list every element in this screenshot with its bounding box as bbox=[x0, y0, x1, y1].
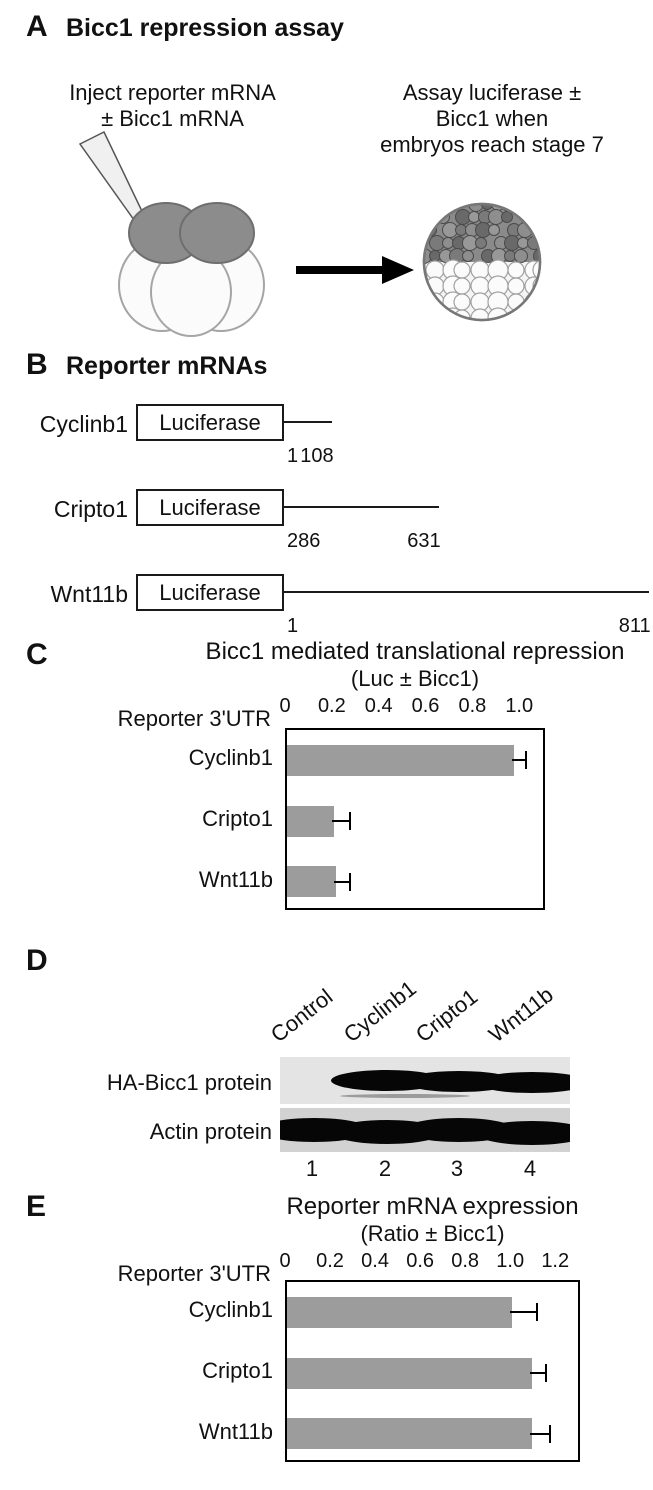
bar-wnt11b bbox=[287, 1418, 533, 1450]
error-bar-cap bbox=[349, 812, 352, 830]
x-axis-tick-label: 0.8 bbox=[458, 695, 487, 717]
utr-line bbox=[284, 421, 332, 423]
category-label-cripto1: Cripto1 bbox=[202, 1358, 273, 1383]
x-axis-tick-label: 0.6 bbox=[406, 1250, 435, 1272]
bar-cyclinb1 bbox=[287, 744, 515, 776]
x-axis-tick-label: 1.2 bbox=[541, 1250, 570, 1272]
lane-label-cyclinb1: Cyclinb1 bbox=[338, 975, 421, 1048]
chart-title: Bicc1 mediated translational repression bbox=[205, 638, 625, 665]
actin-blot-label: Actin protein bbox=[149, 1119, 272, 1144]
bar-wnt11b bbox=[287, 866, 337, 898]
x-axis-tick-label: 0.2 bbox=[317, 695, 346, 717]
category-label-wnt11b: Wnt11b bbox=[198, 1418, 273, 1444]
error-bar-cap bbox=[544, 1364, 547, 1382]
protein-band bbox=[476, 1072, 570, 1093]
utr-line bbox=[284, 591, 649, 593]
chart-subtitle: (Luc ± Bicc1) bbox=[350, 666, 480, 691]
error-bar-line bbox=[512, 759, 526, 762]
panel-b-label: B bbox=[26, 348, 48, 381]
category-label-wnt11b: Wnt11b bbox=[198, 866, 273, 892]
lane-number: 1 bbox=[305, 1156, 319, 1181]
lane-number: 2 bbox=[378, 1156, 392, 1181]
lane-label-wnt11b: Wnt11b bbox=[483, 981, 558, 1048]
chart-title: Reporter mRNA expression bbox=[286, 1193, 579, 1220]
construct-name: Wnt11b bbox=[50, 581, 128, 607]
luciferase-box: Luciferase bbox=[136, 489, 284, 526]
error-bar-line bbox=[331, 820, 351, 822]
construct-row-cripto1: Cripto1 Luciferase 286 631 bbox=[0, 489, 653, 569]
error-bar-cap bbox=[549, 1424, 552, 1443]
assay-caption-line2: Bicc1 when bbox=[435, 106, 549, 131]
x-axis-tick-label: 0.6 bbox=[411, 695, 440, 717]
x-axis-tick-label: 0 bbox=[279, 695, 291, 717]
error-bar-line bbox=[530, 1372, 546, 1374]
category-label-cyclinb1: Cyclinb1 bbox=[188, 1297, 273, 1323]
lane-label-cripto1: Cripto1 bbox=[410, 983, 483, 1048]
category-label-cyclinb1: Cyclinb1 bbox=[188, 745, 273, 771]
inject-caption-line2: ± Bicc1 mRNA bbox=[101, 106, 244, 131]
assay-caption-line1: Assay luciferase ± bbox=[402, 80, 582, 105]
bar-cripto1 bbox=[287, 805, 334, 837]
error-bar-cap bbox=[524, 751, 527, 770]
construct-row-wnt11b: Wnt11b Luciferase 1 811 bbox=[0, 574, 653, 654]
panel-b-title: Reporter mRNAs bbox=[66, 352, 268, 380]
construct-name: Cyclinb1 bbox=[39, 411, 128, 437]
utr-line bbox=[284, 506, 439, 508]
panel-e-label: E bbox=[26, 1190, 47, 1223]
ha-bicc1-blot bbox=[280, 1057, 570, 1104]
band-smudge bbox=[340, 1094, 470, 1098]
x-axis-tick-label: 0 bbox=[279, 1250, 291, 1272]
error-bar-cap bbox=[349, 872, 352, 891]
arrow-icon bbox=[296, 256, 414, 284]
construct-row-cyclinb1: Cyclinb1 Luciferase 1 108 bbox=[0, 404, 653, 484]
category-label-cripto1: Cripto1 bbox=[202, 806, 273, 831]
axis-label-reporter-3utr: Reporter 3'UTR bbox=[117, 1261, 271, 1286]
utr-start-number: 286 bbox=[287, 530, 321, 552]
error-bar-line bbox=[334, 880, 351, 883]
utr-end-number: 631 bbox=[407, 530, 441, 552]
luciferase-box: Luciferase bbox=[136, 574, 284, 611]
error-bar-line bbox=[530, 1432, 551, 1435]
error-bar-line bbox=[510, 1311, 537, 1314]
utr-start-number: 1 bbox=[287, 445, 299, 467]
four-cell-embryo-icon bbox=[118, 202, 265, 337]
x-axis-tick-label: 0.8 bbox=[451, 1250, 480, 1272]
chart-mrna-expression: Reporter mRNA expression (Ratio ± Bicc1) 0… bbox=[0, 1190, 653, 1490]
panel-c-label: C bbox=[26, 638, 48, 671]
bar-cripto1 bbox=[287, 1357, 533, 1389]
panel-a-title: Bicc1 repression assay bbox=[66, 14, 344, 42]
inject-caption: Inject reporter mRNA ± Bicc1 mRNA bbox=[55, 80, 290, 132]
utr-end-number: 811 bbox=[618, 615, 651, 637]
protein-band bbox=[476, 1121, 570, 1145]
x-axis-tick-label: 0.4 bbox=[361, 1250, 389, 1272]
x-axis-tick-label: 0.4 bbox=[364, 695, 393, 717]
stage7-embryo-icon bbox=[422, 202, 542, 322]
chart-subtitle: (Ratio ± Bicc1) bbox=[360, 1221, 505, 1246]
inject-caption-line1: Inject reporter mRNA bbox=[69, 80, 276, 105]
x-axis-tick-label: 1.0 bbox=[505, 695, 534, 717]
chart-translational-repression: Bicc1 mediated translational repression(… bbox=[0, 632, 653, 932]
lane-number: 3 bbox=[450, 1156, 464, 1181]
plot-area bbox=[285, 728, 545, 910]
error-bar-cap bbox=[535, 1303, 538, 1322]
lane-number: 4 bbox=[523, 1156, 537, 1181]
panel-a-label: A bbox=[26, 10, 48, 43]
x-axis-tick-label: 1.0 bbox=[496, 1250, 525, 1272]
assay-illustration bbox=[78, 130, 542, 337]
utr-end-number: 108 bbox=[300, 445, 334, 467]
assay-caption-line3: embryos reach stage 7 bbox=[380, 132, 604, 157]
lane-label-control: Control bbox=[265, 983, 338, 1048]
actin-blot bbox=[280, 1108, 570, 1152]
bar-cyclinb1 bbox=[287, 1296, 513, 1328]
utr-start-number: 1 bbox=[287, 615, 299, 637]
x-axis-tick-label: 0.2 bbox=[316, 1250, 344, 1272]
plot-area bbox=[285, 1280, 580, 1462]
ha-bicc1-blot-label: HA-Bicc1 protein bbox=[106, 1070, 272, 1095]
construct-name: Cripto1 bbox=[53, 496, 128, 522]
luciferase-box: Luciferase bbox=[136, 404, 284, 441]
assay-caption: Assay luciferase ± Bicc1 when embryos re… bbox=[372, 80, 612, 158]
axis-label-reporter-3utr: Reporter 3'UTR bbox=[117, 706, 271, 731]
panel-d-label: D bbox=[26, 944, 48, 977]
